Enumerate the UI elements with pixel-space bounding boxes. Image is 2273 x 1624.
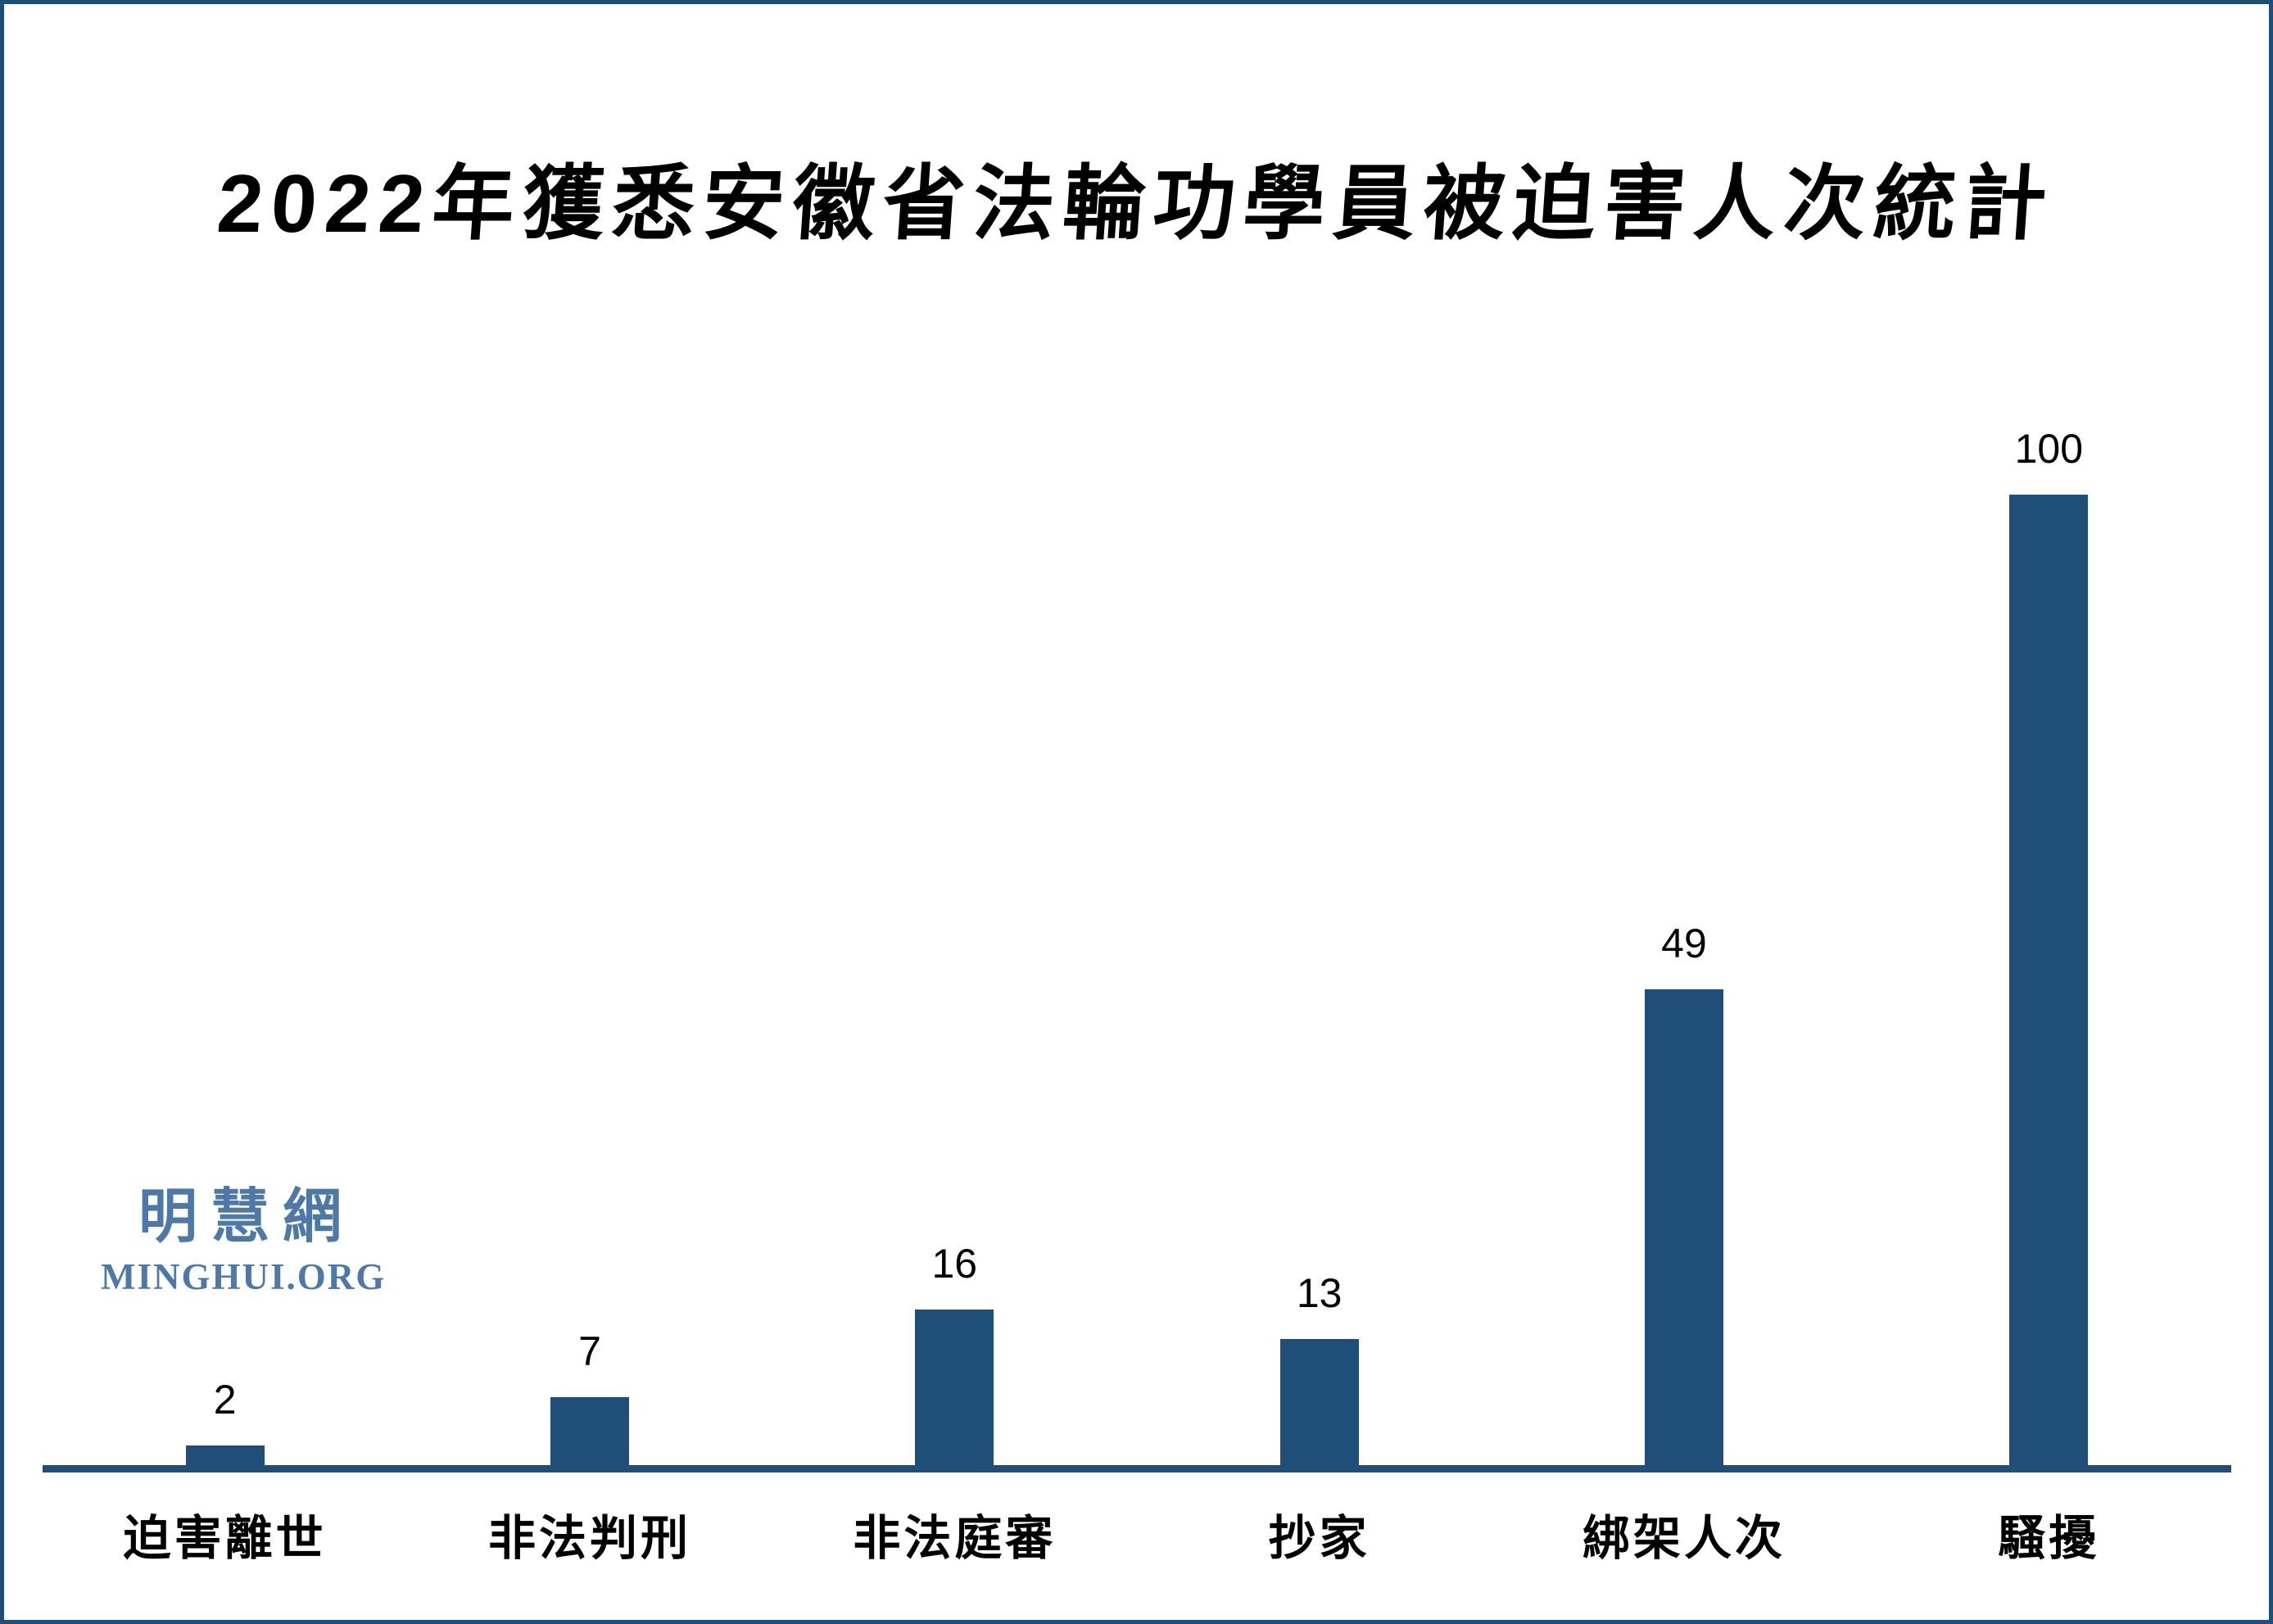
bar [550, 1397, 629, 1465]
category-label: 抄家 [1268, 1512, 1370, 1565]
bar-slot: 13 [1137, 4, 1501, 1465]
category-label: 騷擾 [1998, 1512, 2100, 1565]
bar-value-label: 100 [2014, 426, 2084, 472]
bar-value-label: 49 [1661, 921, 1707, 966]
minghui-logo-url: MINGHUI.ORG [101, 1255, 387, 1297]
minghui-watermark: 明慧網 MINGHUI.ORG [101, 1184, 387, 1298]
bar-value-label: 2 [213, 1377, 237, 1423]
bar-value-label: 7 [578, 1328, 601, 1374]
bar-value-label: 16 [931, 1241, 978, 1287]
bar [2009, 495, 2089, 1465]
category-label: 綁架人次 [1582, 1512, 1786, 1565]
bar-slot: 7 [407, 4, 772, 1465]
bar [1644, 989, 1723, 1465]
minghui-logo-cjk: 明慧網 [138, 1184, 355, 1250]
bar-slot: 2 [43, 4, 407, 1465]
x-axis-label-row: 迫害離世 非法判刑 非法庭審 抄家 綁架人次 騷擾 [43, 1500, 2231, 1568]
bar [185, 1445, 265, 1465]
bar-slot: 49 [1501, 4, 1866, 1465]
bar [1279, 1339, 1359, 1465]
category-label: 迫害離世 [123, 1512, 327, 1565]
category-label: 非法判刑 [487, 1512, 691, 1565]
bar-slot: 100 [1867, 4, 2231, 1465]
bar-slot: 16 [772, 4, 1137, 1465]
x-axis-line [43, 1465, 2231, 1472]
category-label: 非法庭審 [853, 1512, 1057, 1565]
plot-area: 2 7 16 13 49 100 [43, 4, 2231, 1465]
bar-value-label: 13 [1296, 1270, 1343, 1316]
bar [915, 1310, 994, 1465]
